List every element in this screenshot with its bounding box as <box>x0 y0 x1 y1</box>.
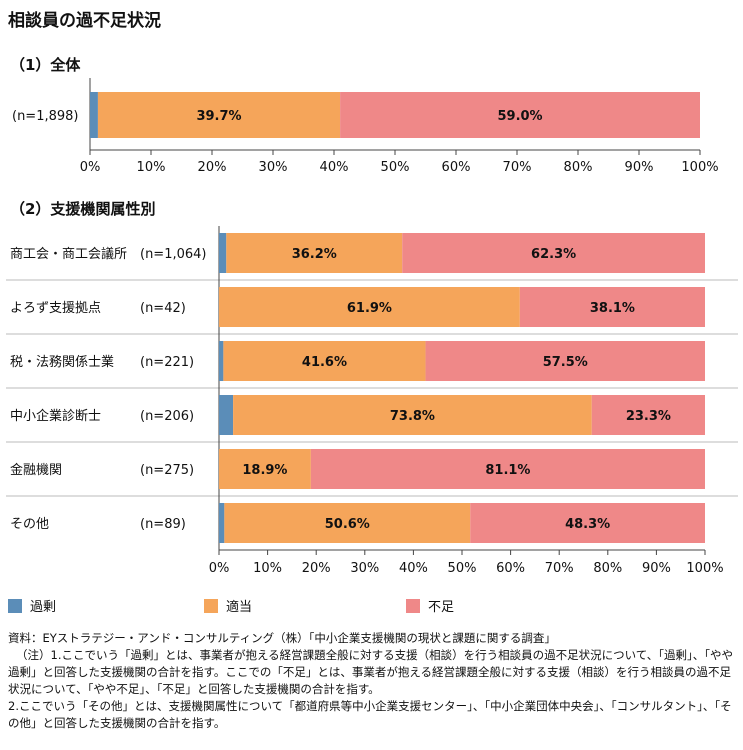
category-label: よろず支援拠点 <box>10 301 101 316</box>
data-label-shortage: 81.1% <box>485 463 530 478</box>
x-tick-label: 90% <box>642 561 671 576</box>
category-n-label: (n=221) <box>140 355 194 370</box>
x-tick-label: 20% <box>302 561 331 576</box>
bar-segment-shortage <box>310 449 705 489</box>
legend-item-shortage: 不足 <box>406 596 454 615</box>
stacked-bar-charts: 0% 10% 20% 30% 40% 50% 60% 70% 80% 90% 100% (n=1,89… <box>6 78 738 576</box>
x-tick-label: 70% <box>545 561 574 576</box>
legend-swatch-adequate <box>204 598 218 613</box>
bar-segment-adequate <box>233 395 592 435</box>
data-label-adequate: 36.2% <box>292 247 337 262</box>
source-notes: 資料：EYストラテジー・アンド・コンサルティング（株）「中小企業支援機関の現状と… <box>8 630 736 732</box>
x-tick-label: 80% <box>564 160 593 175</box>
note-2: 2.ここでいう「その他」とは、支援機関属性について「都道府県等中小企業支援センタ… <box>8 699 732 730</box>
category-label: 税・法務関係士業 <box>10 354 114 370</box>
category-n-label: (n=275) <box>140 463 194 478</box>
category-label: 中小企業診断士 <box>10 408 101 424</box>
data-label-adequate: 73.8% <box>390 409 435 424</box>
x-tick-label: 0% <box>80 160 101 175</box>
bar-segment-shortage <box>591 395 705 435</box>
bar-segment-excess <box>90 92 98 138</box>
data-label-adequate: 18.9% <box>242 463 287 478</box>
x-tick-label: 20% <box>198 160 227 175</box>
x-tick-label: 30% <box>350 561 379 576</box>
bar-segment-excess <box>219 395 234 435</box>
bar-segment-shortage <box>402 233 705 273</box>
data-label-shortage: 48.3% <box>565 517 610 532</box>
data-label-shortage: 62.3% <box>531 247 576 262</box>
category-n-label: (n=89) <box>140 517 186 532</box>
bar-segment-shortage <box>470 503 705 543</box>
bar-segment-excess <box>219 233 227 273</box>
bar-segment-adequate <box>223 341 426 381</box>
x-tick-label: 30% <box>259 160 288 175</box>
x-tick-label: 40% <box>320 160 349 175</box>
legend-swatch-excess <box>8 598 22 613</box>
category-n-label: (n=42) <box>140 301 186 316</box>
x-tick-label: 40% <box>399 561 428 576</box>
note-1: （注）1.ここでいう「過剰」とは、事業者が抱える経営課題全般に対する支援（相談）… <box>8 648 733 696</box>
page-title: 相談員の過不足状況 <box>8 11 161 31</box>
bar-segment-shortage <box>425 341 705 381</box>
data-label-shortage: 23.3% <box>626 409 671 424</box>
category-n-label: (n=1,898) <box>12 109 79 124</box>
legend-label-excess: 過剰 <box>30 600 57 615</box>
category-n-label: (n=206) <box>140 409 194 424</box>
legend-item-adequate: 適当 <box>204 596 252 615</box>
x-tick-label: 100% <box>686 561 723 576</box>
x-tick-label: 0% <box>209 561 230 576</box>
x-tick-label: 10% <box>137 160 166 175</box>
data-label-adequate: 41.6% <box>302 355 347 370</box>
x-tick-label: 70% <box>503 160 532 175</box>
bar-segment-adequate <box>226 233 403 273</box>
bar-segment-shortage <box>519 287 705 327</box>
x-tick-label: 50% <box>448 561 477 576</box>
x-tick-label: 10% <box>253 561 282 576</box>
x-tick-label: 60% <box>496 561 525 576</box>
x-tick-label: 50% <box>381 160 410 175</box>
legend-swatch-shortage <box>406 598 420 613</box>
bar-segment-shortage <box>340 92 700 138</box>
data-label-shortage: 57.5% <box>543 355 588 370</box>
data-label-adequate: 50.6% <box>325 517 370 532</box>
data-label-shortage: 38.1% <box>590 301 635 316</box>
x-tick-label: 90% <box>625 160 654 175</box>
legend-item-excess: 過剰 <box>8 596 56 615</box>
bar-segment-adequate <box>219 449 311 489</box>
data-label-adequate: 39.7% <box>196 109 241 124</box>
category-n-label: (n=1,064) <box>140 247 207 262</box>
section-title-overall: （1）全体 <box>10 56 81 74</box>
section-title-by-type: （2）支援機関属性別 <box>10 200 156 218</box>
bar-segment-adequate <box>219 287 520 327</box>
data-label-shortage: 59.0% <box>497 109 542 124</box>
legend-label-shortage: 不足 <box>428 600 455 615</box>
x-tick-label: 100% <box>681 160 718 175</box>
bar-segment-adequate <box>97 92 341 138</box>
data-label-adequate: 61.9% <box>347 301 392 316</box>
category-label: 金融機関 <box>10 462 62 478</box>
x-tick-label: 60% <box>442 160 471 175</box>
bar-segment-excess <box>219 503 225 543</box>
category-label: その他 <box>10 517 49 532</box>
x-tick-label: 80% <box>593 561 622 576</box>
bar-segment-excess <box>219 341 224 381</box>
source-line: 資料：EYストラテジー・アンド・コンサルティング（株）「中小企業支援機関の現状と… <box>8 631 556 645</box>
bar-segment-adequate <box>224 503 471 543</box>
category-label: 商工会・商工会議所 <box>10 247 127 262</box>
legend-label-adequate: 適当 <box>226 600 253 615</box>
